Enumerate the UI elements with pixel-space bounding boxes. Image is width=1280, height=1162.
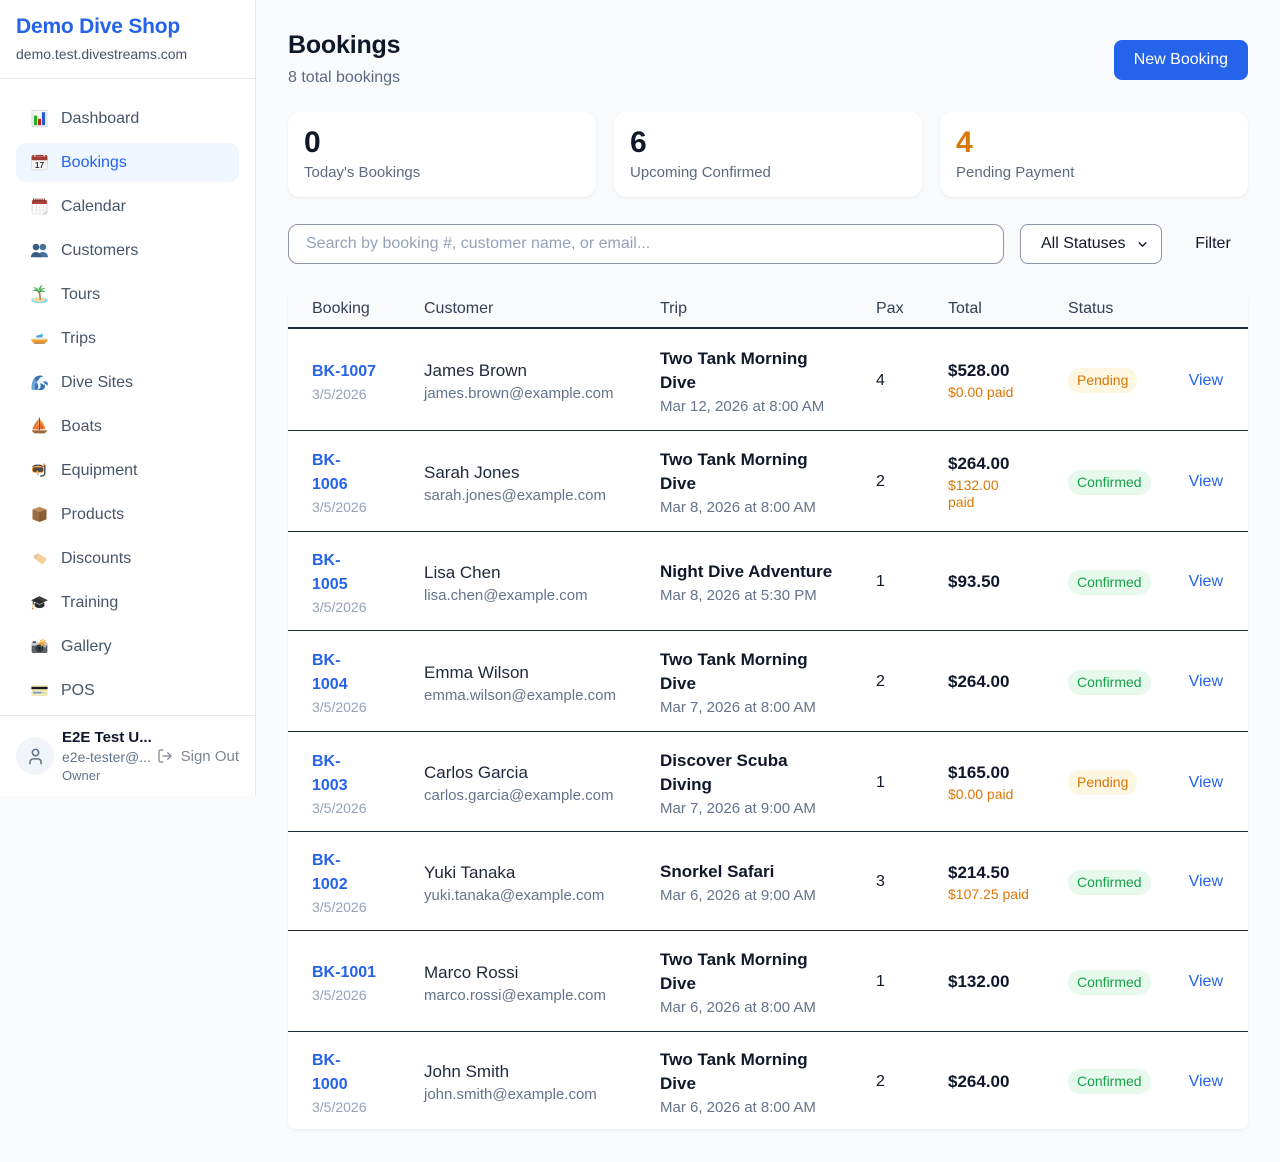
svg-text:17: 17: [35, 160, 45, 170]
